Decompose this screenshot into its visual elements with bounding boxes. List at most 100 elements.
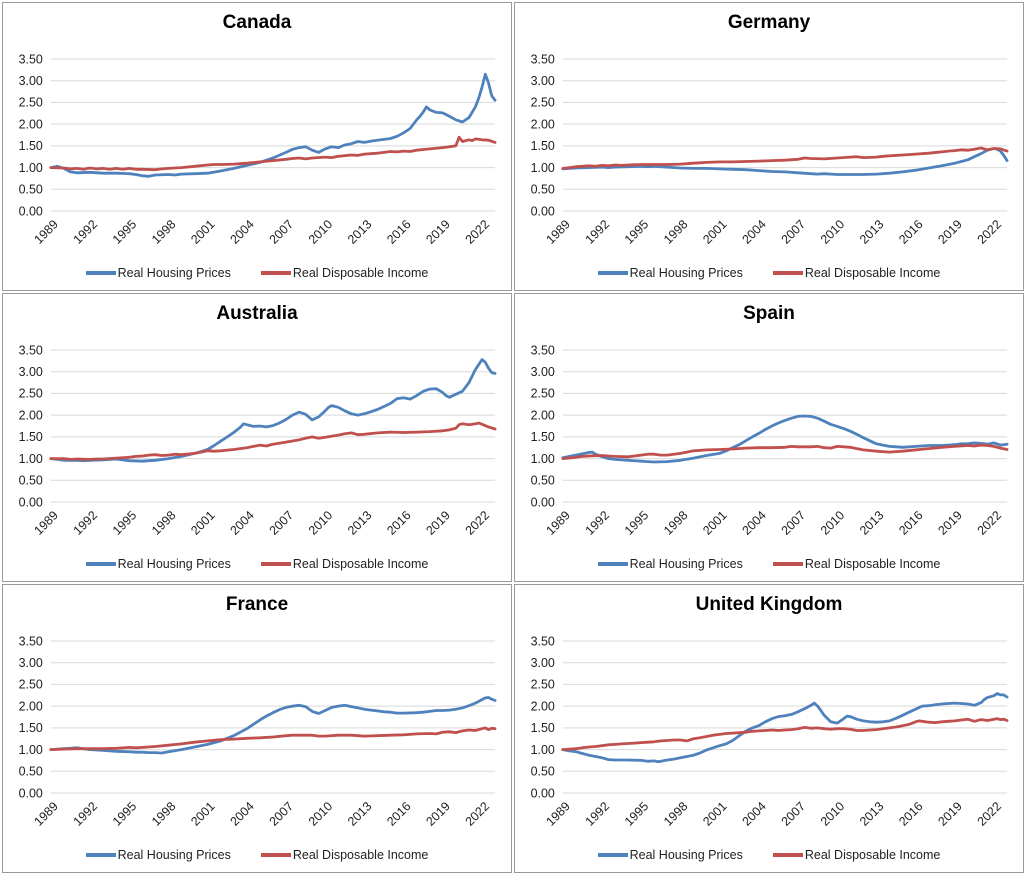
x-axis-tick-label: 2022 xyxy=(463,800,493,830)
income-line-swatch xyxy=(772,271,803,275)
x-axis-tick-label: 2007 xyxy=(779,218,809,248)
y-axis-tick-label: 0.00 xyxy=(531,787,555,801)
chart-legend: Real Housing Prices Real Disposable Inco… xyxy=(3,848,511,872)
chart-panel-france: France 3.50 3.00 2.50 2.00 1.50 1.00 0.50 0.00 1… xyxy=(2,584,512,873)
x-axis-tick-label: 1995 xyxy=(622,800,652,830)
x-axis-tick-label: 2019 xyxy=(935,800,965,830)
legend-label-income: Real Disposable Income xyxy=(292,557,429,571)
chart-legend: Real Housing Prices Real Disposable Inco… xyxy=(3,557,511,581)
income-line-swatch xyxy=(260,271,291,275)
chart-title-germany: Germany xyxy=(727,12,811,33)
y-axis-tick-label: 2.00 xyxy=(531,409,555,423)
series-line-housing xyxy=(561,147,1009,177)
housing-line-swatch xyxy=(85,271,116,275)
y-axis-tick-label: 0.50 xyxy=(531,765,555,779)
series-line-income xyxy=(49,421,497,462)
y-axis-tick-label: 1.00 xyxy=(19,452,43,466)
x-axis-tick-label: 2004 xyxy=(227,218,257,248)
legend-label-housing: Real Housing Prices xyxy=(629,266,743,280)
legend-label-housing: Real Housing Prices xyxy=(117,557,231,571)
legend-item-housing: Real Housing Prices xyxy=(597,848,743,862)
y-axis-tick-label: 1.50 xyxy=(531,431,555,445)
legend-item-income: Real Disposable Income xyxy=(772,557,941,571)
x-axis-tick-label: 2022 xyxy=(975,509,1005,539)
series-line-income xyxy=(49,136,497,172)
y-axis-tick-label: 1.50 xyxy=(19,431,43,445)
x-axis-tick-label: 1989 xyxy=(543,509,573,539)
x-axis-tick-label: 1995 xyxy=(622,218,652,248)
x-axis-tick-label: 1995 xyxy=(110,509,140,539)
x-axis-tick-label: 2001 xyxy=(700,218,730,248)
y-axis-tick-label: 1.00 xyxy=(531,743,555,757)
y-axis-tick-label: 3.50 xyxy=(19,53,43,67)
legend-label-income: Real Disposable Income xyxy=(292,266,429,280)
y-axis-tick-label: 0.50 xyxy=(19,765,43,779)
y-axis-tick-label: 3.00 xyxy=(531,74,555,88)
legend-label-housing: Real Housing Prices xyxy=(117,848,231,862)
y-axis-tick-label: 3.50 xyxy=(19,635,43,649)
x-axis-tick-label: 1998 xyxy=(661,509,691,539)
y-axis-tick-label: 1.00 xyxy=(19,743,43,757)
x-axis-tick-label: 2001 xyxy=(700,800,730,830)
x-axis-tick-label: 2010 xyxy=(818,509,848,539)
legend-label-housing: Real Housing Prices xyxy=(629,848,743,862)
x-axis-tick-label: 2010 xyxy=(306,218,336,248)
housing-line-swatch xyxy=(597,562,628,566)
x-axis-tick-label: 2004 xyxy=(739,218,769,248)
y-axis-tick-label: 1.50 xyxy=(531,722,555,736)
x-axis-tick-label: 1989 xyxy=(543,218,573,248)
x-axis-tick-label: 2007 xyxy=(267,800,297,830)
x-axis-tick-label: 2010 xyxy=(818,800,848,830)
series-line-housing xyxy=(561,692,1009,764)
chart-legend: Real Housing Prices Real Disposable Inco… xyxy=(515,266,1023,290)
x-axis-tick-label: 1995 xyxy=(622,509,652,539)
legend-item-housing: Real Housing Prices xyxy=(85,557,231,571)
income-line-swatch xyxy=(260,853,291,857)
y-axis-tick-label: 2.50 xyxy=(19,96,43,110)
x-axis-tick-label: 2016 xyxy=(384,509,414,539)
housing-line-swatch xyxy=(85,853,116,857)
legend-item-income: Real Disposable Income xyxy=(260,848,428,862)
income-line-swatch xyxy=(260,562,291,566)
chart-title-france: France xyxy=(225,594,289,615)
legend-item-housing: Real Housing Prices xyxy=(597,557,743,571)
y-axis-tick-label: 3.00 xyxy=(531,365,555,379)
legend-label-income: Real Disposable Income xyxy=(804,266,941,280)
x-axis-tick-label: 2022 xyxy=(975,800,1005,830)
x-axis-tick-label: 2019 xyxy=(423,218,453,248)
x-axis-tick-label: 2022 xyxy=(463,509,493,539)
legend-label-housing: Real Housing Prices xyxy=(117,266,231,280)
y-axis-tick-label: 2.00 xyxy=(19,700,43,714)
x-axis-tick-label: 1998 xyxy=(661,218,691,248)
series-line-income xyxy=(49,726,497,752)
x-axis-tick-label: 2007 xyxy=(267,218,297,248)
chart-panel-germany: Germany 3.50 3.00 2.50 2.00 1.50 1.00 0.50 0.00… xyxy=(514,2,1024,291)
legend-item-income: Real Disposable Income xyxy=(772,848,940,862)
chart-panel-united-kingdom: United Kingdom 3.50 3.00 2.50 2.00 1.50 1.00 0… xyxy=(514,584,1024,873)
y-axis-tick-label: 2.50 xyxy=(531,387,555,401)
legend-item-income: Real Disposable Income xyxy=(260,266,429,280)
y-axis-tick-label: 3.50 xyxy=(531,635,555,649)
x-axis-tick-label: 2016 xyxy=(896,509,926,539)
y-axis-tick-label: 1.50 xyxy=(19,722,43,736)
y-axis-tick-label: 2.00 xyxy=(19,409,43,423)
y-axis-tick-label: 3.00 xyxy=(19,365,43,379)
x-axis-tick-label: 1998 xyxy=(149,218,179,248)
legend-label-income: Real Disposable Income xyxy=(804,557,941,571)
x-axis-tick-label: 2004 xyxy=(227,509,257,539)
x-axis-tick-label: 2007 xyxy=(779,509,809,539)
x-axis-tick-label: 2013 xyxy=(857,218,887,248)
x-axis-tick-label: 1989 xyxy=(31,509,61,539)
x-axis-tick-label: 1998 xyxy=(661,800,691,830)
y-axis-tick-label: 1.00 xyxy=(531,452,555,466)
chart-panel-spain: Spain 3.50 3.00 2.50 2.00 1.50 1.00 0.50 0.00 19… xyxy=(514,293,1024,582)
y-axis-tick-label: 0.00 xyxy=(531,496,555,510)
x-axis-tick-label: 2013 xyxy=(345,218,375,248)
x-axis-tick-label: 2004 xyxy=(227,800,257,830)
chart-title-australia: Australia xyxy=(216,303,298,324)
y-axis-tick-label: 3.00 xyxy=(19,656,43,670)
chart-legend: Real Housing Prices Real Disposable Inco… xyxy=(3,266,511,290)
